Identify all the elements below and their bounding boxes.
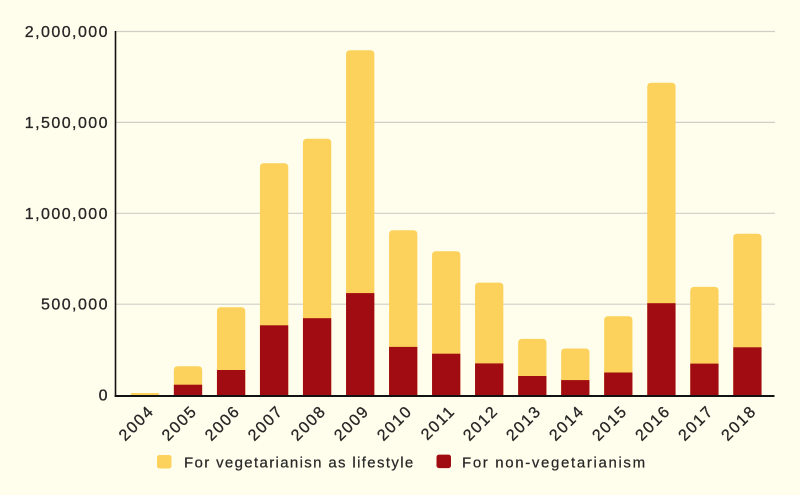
svg-text:2,000,000: 2,000,000	[25, 24, 109, 41]
svg-text:1,000,000: 1,000,000	[25, 206, 109, 223]
svg-text:1,500,000: 1,500,000	[25, 115, 109, 132]
svg-text:For non-vegetarianism: For non-vegetarianism	[462, 455, 647, 472]
svg-text:0: 0	[99, 388, 109, 405]
svg-text:500,000: 500,000	[41, 297, 109, 314]
svg-text:For vegetarianisn as lifestyle: For vegetarianisn as lifestyle	[184, 455, 415, 472]
